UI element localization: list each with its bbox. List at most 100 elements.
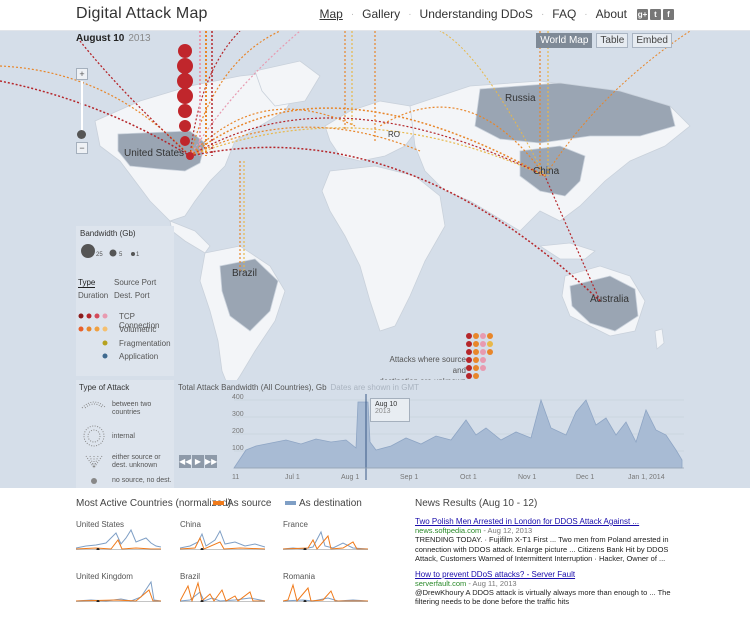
zoom-slider-handle[interactable] <box>77 130 86 139</box>
country-chart-label-china[interactable]: China <box>180 520 201 529</box>
nav-understanding-ddos[interactable]: Understanding DDoS <box>419 7 533 21</box>
sparkline-uk[interactable] <box>76 580 161 602</box>
highlighted-countries <box>117 82 676 332</box>
timeline-subtitle: Dates are shown in GMT <box>330 383 419 392</box>
china-shape <box>519 145 586 197</box>
world-map-button[interactable]: World Map <box>536 33 593 48</box>
attack-type-title: Type of Attack <box>79 383 130 392</box>
embed-button[interactable]: Embed <box>632 33 672 48</box>
most-active-title: Most Active Countries (normalized) <box>76 498 232 509</box>
news-link[interactable]: Two Polish Men Arrested in London for DD… <box>415 517 640 526</box>
attack-arcs <box>0 31 691 302</box>
date-year: 2013 <box>128 33 151 44</box>
legend-as-destination: As destination <box>285 498 362 509</box>
bandwidth-1: 1 <box>136 252 140 258</box>
type-swatches <box>78 313 108 359</box>
bandwidth-timeline[interactable] <box>176 380 684 488</box>
type-volumetric: Volumetric <box>119 325 157 334</box>
country-chart-label-romania[interactable]: Romania <box>283 572 316 581</box>
x-tick-aug: Aug 1 <box>341 474 360 481</box>
news-snippet: TRENDING TODAY. · Fujifilm X-T1 First ..… <box>415 535 669 563</box>
tab-type[interactable]: Type <box>78 278 96 288</box>
country-label-romania[interactable]: RO <box>388 130 400 139</box>
news-results: News Results (Aug 10 - 12) Two Polish Me… <box>415 498 675 613</box>
date-label: August 10 <box>76 33 125 44</box>
bandwidth-25: 25 <box>96 252 103 258</box>
bandwidth-5: 5 <box>119 252 123 258</box>
zoom-in-button[interactable]: + <box>76 68 88 80</box>
sparkline-romania[interactable] <box>283 580 368 602</box>
timeline-marker-tooltip: Aug 10 2013 <box>370 398 410 422</box>
x-tick-jan: Jan 1, 2014 <box>628 474 665 481</box>
country-label-united-states[interactable]: United States <box>124 148 185 159</box>
country-label-russia[interactable]: Russia <box>505 93 536 104</box>
map-legend: Bandwidth (Gb) 25 5 1 Type Source Port D… <box>76 226 174 376</box>
tab-dest-port[interactable]: Dest. Port <box>114 291 150 300</box>
zoom-slider-track[interactable] <box>81 81 83 139</box>
bandwidth-scale <box>81 244 135 258</box>
x-tick-jul: Jul 1 <box>285 474 300 481</box>
news-source: serverfault.com - Aug 11, 2013 <box>415 578 517 588</box>
twitter-icon[interactable]: t <box>650 8 661 20</box>
main-nav: Map · Gallery · Understanding DDoS · FAQ · A… <box>311 7 674 21</box>
type-tcp-connection: TCP Connection <box>119 312 160 330</box>
x-tick-oct: Oct 1 <box>460 474 477 481</box>
playback-controls: ◀◀ ▶ ▶▶ <box>179 455 218 468</box>
tab-duration[interactable]: Duration <box>78 291 109 300</box>
unknown-attack-dots <box>466 333 493 379</box>
x-tick-dec: Dec 1 <box>576 474 595 481</box>
nav-gallery[interactable]: Gallery <box>362 7 401 21</box>
play-icon[interactable]: ▶ <box>192 455 204 468</box>
nav-faq[interactable]: FAQ <box>552 7 577 21</box>
attack-type-icons <box>81 401 107 484</box>
timeline-area <box>233 398 683 469</box>
top-header: Digital Attack Map Map · Gallery · Underst… <box>0 0 750 31</box>
y-tick-100: 100 <box>232 445 244 452</box>
world-map-canvas <box>0 31 691 392</box>
table-button[interactable]: Table <box>596 33 629 48</box>
sparkline-france[interactable] <box>283 528 368 550</box>
country-chart-label-france[interactable]: France <box>283 520 308 529</box>
russia-shape <box>474 82 676 144</box>
nav-about[interactable]: About <box>595 7 627 21</box>
step-back-icon[interactable]: ◀◀ <box>179 455 192 468</box>
view-switcher: World Map Table Embed <box>532 33 672 48</box>
us-source-dots <box>177 44 194 160</box>
news-item: How to prevent DDoS attacks? - Server Fa… <box>415 570 675 607</box>
facebook-icon[interactable]: f <box>663 8 674 20</box>
x-tick-11: 11 <box>232 474 240 481</box>
google-plus-icon[interactable]: g+ <box>637 8 648 20</box>
country-label-australia[interactable]: Australia <box>590 294 629 305</box>
country-chart-label-brazil[interactable]: Brazil <box>180 572 201 581</box>
news-snippet: @DrewKhoury A DDOS attack is virtually a… <box>415 587 671 607</box>
x-tick-nov: Nov 1 <box>518 474 537 481</box>
nav-map[interactable]: Map <box>319 7 343 21</box>
zoom-control: + − <box>76 68 88 154</box>
news-source: news.softpedia.com - Aug 12, 2013 <box>415 526 533 535</box>
step-forward-icon[interactable]: ▶▶ <box>205 455 218 468</box>
sparkline-brazil[interactable] <box>180 580 265 602</box>
news-title: News Results (Aug 10 - 12) <box>415 498 538 509</box>
attack-type-unknown: either source or dest. unknown <box>112 454 161 469</box>
timeline-chart <box>233 394 684 480</box>
site-logo[interactable]: Digital Attack Map <box>76 5 208 22</box>
news-item: Two Polish Men Arrested in London for DD… <box>415 517 675 564</box>
brazil-shape <box>219 258 279 332</box>
country-chart-label-us[interactable]: United States <box>76 520 125 529</box>
attack-type-none: no source, no dest. <box>112 477 172 484</box>
country-label-china[interactable]: China <box>533 166 560 177</box>
country-chart-label-uk[interactable]: United Kingdom <box>76 572 133 581</box>
y-tick-300: 300 <box>232 411 244 418</box>
tab-source-port[interactable]: Source Port <box>114 278 157 287</box>
attack-type-between: between two countries <box>112 401 152 416</box>
sparkline-us[interactable] <box>76 528 161 550</box>
y-tick-400: 400 <box>232 394 244 401</box>
zoom-out-button[interactable]: − <box>76 142 88 154</box>
legend-as-source: As source <box>213 498 271 509</box>
current-date: August 10 2013 <box>76 33 151 44</box>
attack-type-legend: Type of Attack between two countries int… <box>76 380 174 488</box>
news-link[interactable]: How to prevent DDoS attacks? - Server Fa… <box>415 569 576 579</box>
sparkline-china[interactable] <box>180 528 265 550</box>
country-label-brazil[interactable]: Brazil <box>232 268 258 279</box>
attack-type-internal: internal <box>112 433 135 440</box>
